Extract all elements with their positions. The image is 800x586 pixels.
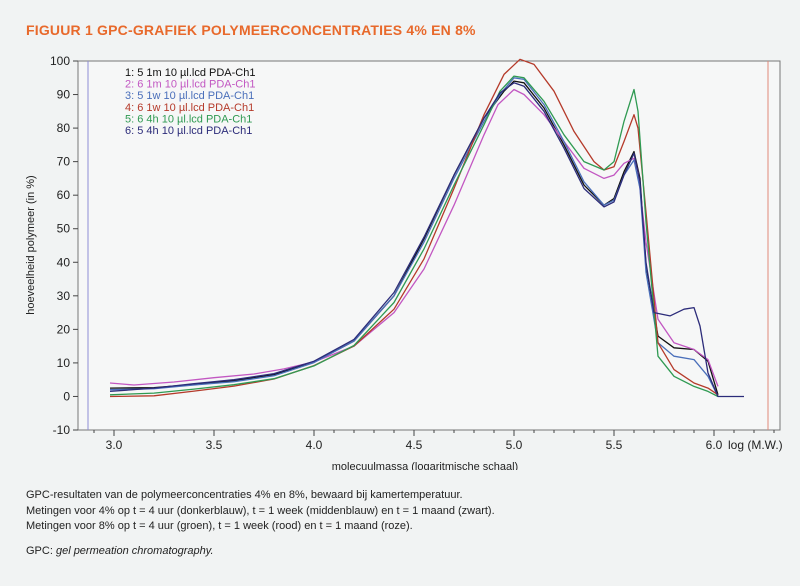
x-tick-label: 4.0: [306, 438, 323, 452]
x-unit-label: log (M.W.): [728, 438, 783, 452]
footnote-prefix: GPC:: [26, 545, 56, 557]
gpc-line-chart: -10 0 10 20 30 40 50 60 70 80 90 100 3.0 3.5 4.0 4.5 5.0…: [25, 54, 783, 470]
figure-footnote: GPC: gel permeation chromatography.: [26, 545, 214, 557]
x-tick-label: 5.0: [506, 438, 523, 452]
y-tick-label: 50: [57, 222, 71, 236]
y-tick-label: 20: [57, 322, 71, 336]
y-tick-label: 60: [57, 188, 71, 202]
legend-entry-2: 2: 6 1m 10 µl.lcd PDA-Ch1: [125, 79, 255, 91]
legend-entry-5: 5: 6 4h 10 µl.lcd PDA-Ch1: [125, 113, 252, 125]
legend-entry-1: 1: 5 1m 10 µl.lcd PDA-Ch1: [125, 67, 255, 79]
y-tick-label: 90: [57, 88, 71, 102]
x-tick-label: 5.5: [606, 438, 623, 452]
plot-area: [77, 60, 781, 431]
y-tick-label: 40: [57, 255, 71, 269]
y-tick-label: 30: [57, 289, 71, 303]
legend-entry-4: 4: 6 1w 10 µl.lcd PDA-Ch1: [125, 102, 254, 114]
caption-line-3: Metingen voor 8% op t = 4 uur (groen), t…: [26, 520, 413, 532]
series-line-5: [109, 75, 719, 398]
y-tick-label: 70: [57, 155, 71, 169]
x-tick-label: 3.5: [206, 438, 223, 452]
figure-caption: GPC-resultaten van de polymeerconcentrat…: [26, 488, 766, 535]
figure-title: FIGUUR 1 GPC-GRAFIEK POLYMEERCONCENTRATI…: [26, 22, 476, 38]
y-axis-label: hoeveelheid polymeer (in %): [25, 175, 37, 314]
x-tick-label: 6.0: [706, 438, 723, 452]
x-tick-label: 3.0: [106, 438, 123, 452]
legend-entry-3: 3: 5 1w 10 µl.lcd PDA-Ch1: [125, 90, 254, 102]
series-line-6: [109, 82, 744, 398]
y-tick-label: 10: [57, 356, 71, 370]
y-tick-label: 100: [50, 54, 70, 68]
x-tick-label: 4.5: [406, 438, 423, 452]
legend-entry-6: 6: 5 4h 10 µl.lcd PDA-Ch1: [125, 125, 252, 137]
y-tick-label: -10: [53, 423, 71, 437]
x-axis-label: molecuulmassa (logaritmische schaal): [332, 461, 518, 470]
caption-line-2: Metingen voor 4% op t = 4 uur (donkerbla…: [26, 504, 495, 517]
series-line-3: [109, 77, 719, 397]
caption-line-1: GPC-resultaten van de polymeerconcentrat…: [26, 489, 463, 501]
footnote-italic: gel permeation chromatography.: [55, 545, 214, 557]
y-tick-label: 0: [63, 389, 70, 403]
y-tick-label: 80: [57, 121, 71, 135]
